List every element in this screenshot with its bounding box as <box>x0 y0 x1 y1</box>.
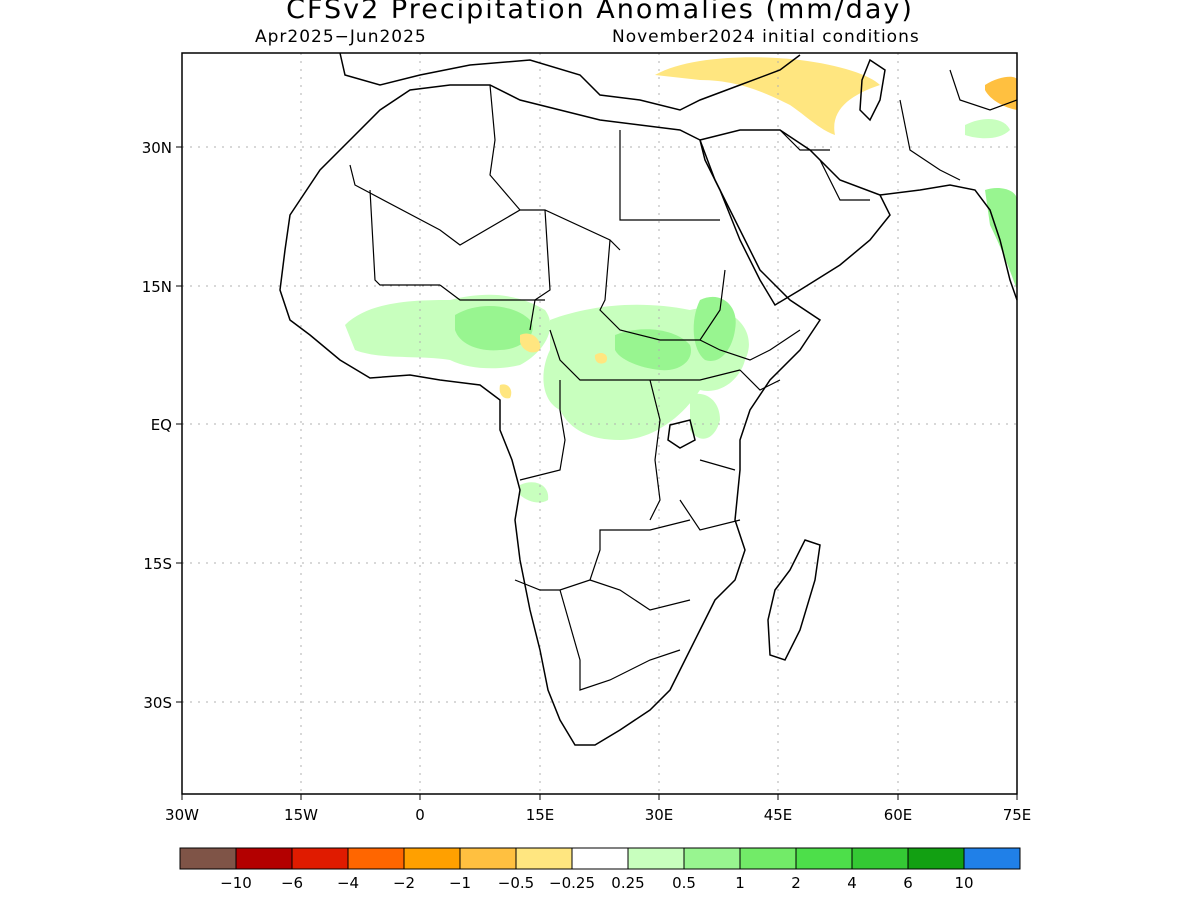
colorbar-label: −0.5 <box>498 874 534 892</box>
wet-anomaly-himalaya <box>965 118 1010 139</box>
colorbar-label: −10 <box>220 874 252 892</box>
colorbar-swatch <box>235 847 293 870</box>
colorbar-swatch <box>179 847 237 870</box>
arabia-coastline <box>699 129 891 307</box>
dry-anomaly-cameroon <box>520 333 541 353</box>
colorbar-label: 10 <box>954 874 973 892</box>
lon-tick-label: 45E <box>764 806 793 824</box>
wet-anomaly-angola <box>520 482 549 503</box>
colorbar-swatch <box>347 847 405 870</box>
map-title: CFSv2 Precipitation Anomalies (mm/day) <box>286 0 914 25</box>
colorbar-swatch <box>403 847 461 870</box>
colorbar-swatch <box>851 847 909 870</box>
lon-ticks: 30W 15W 0 15E 30E 45E 60E 75E <box>165 794 1031 824</box>
asia-coastline <box>879 184 1018 301</box>
colorbar-swatch <box>515 847 573 870</box>
lake-victoria <box>667 419 696 449</box>
lat-tick-label: 30N <box>142 139 172 157</box>
country-borders <box>349 69 1018 691</box>
wet-anomaly-east <box>690 393 720 439</box>
colorbar-label: −2 <box>393 874 415 892</box>
dry-anomaly-gabon <box>499 384 512 399</box>
dry-anomaly-car <box>594 352 608 364</box>
colorbar-label: 6 <box>903 874 913 892</box>
colorbar-label: −6 <box>281 874 303 892</box>
dry-anomaly-central-asia <box>985 76 1017 110</box>
caspian-coastline <box>859 58 886 122</box>
colorbar-swatch <box>459 847 517 870</box>
lat-ticks: 30N 15N EQ 15S 30S <box>142 139 182 712</box>
lat-tick-label: 15S <box>143 555 172 573</box>
colorbar-label: 0.25 <box>611 874 644 892</box>
colorbar-label: 1 <box>735 874 745 892</box>
colorbar-label: −4 <box>337 874 359 892</box>
colorbar-swatch <box>795 847 853 870</box>
colorbar-label: −0.25 <box>549 874 595 892</box>
colorbar-label: 2 <box>791 874 801 892</box>
lon-tick-label: 30E <box>645 806 674 824</box>
lon-tick-label: 15W <box>284 806 318 824</box>
colorbar-label: 0.5 <box>672 874 696 892</box>
colorbar: −10 −6 −4 −2 −1 −0.5 −0.25 0.25 0.5 1 2 4 6 10 <box>179 847 1021 892</box>
wet-anomaly-nigeria <box>455 305 533 351</box>
lon-tick-label: 30W <box>165 806 199 824</box>
map-panel <box>181 52 1018 795</box>
europe-coastline <box>339 52 801 111</box>
coastlines <box>279 52 1018 746</box>
colorbar-swatch <box>907 847 965 870</box>
wet-anomaly-ethiopia <box>693 296 736 361</box>
colorbar-label: 4 <box>847 874 857 892</box>
madagascar-coastline <box>767 539 821 661</box>
anomaly-shading <box>345 57 1017 503</box>
subtitle-period: Apr2025−Jun2025 <box>255 27 427 47</box>
africa-coastline <box>279 84 822 746</box>
colorbar-swatch <box>963 847 1021 870</box>
subtitle-initial-conditions: November2024 initial conditions <box>612 27 920 47</box>
colorbar-swatch <box>627 847 685 870</box>
colorbar-label: −1 <box>449 874 471 892</box>
lat-tick-label: 30S <box>143 694 172 712</box>
wet-anomaly-india <box>985 188 1017 290</box>
grid-lines <box>182 53 1017 794</box>
colorbar-swatch <box>571 847 629 870</box>
lat-tick-label: EQ <box>151 416 172 434</box>
colorbar-swatch <box>291 847 349 870</box>
lat-tick-label: 15N <box>142 278 172 296</box>
lon-tick-label: 15E <box>526 806 555 824</box>
colorbar-swatch <box>683 847 741 870</box>
lon-tick-label: 60E <box>884 806 913 824</box>
lon-tick-label: 0 <box>415 806 425 824</box>
dry-anomaly-turkey-iran <box>655 57 880 135</box>
lon-tick-label: 75E <box>1003 806 1032 824</box>
colorbar-swatch <box>739 847 797 870</box>
